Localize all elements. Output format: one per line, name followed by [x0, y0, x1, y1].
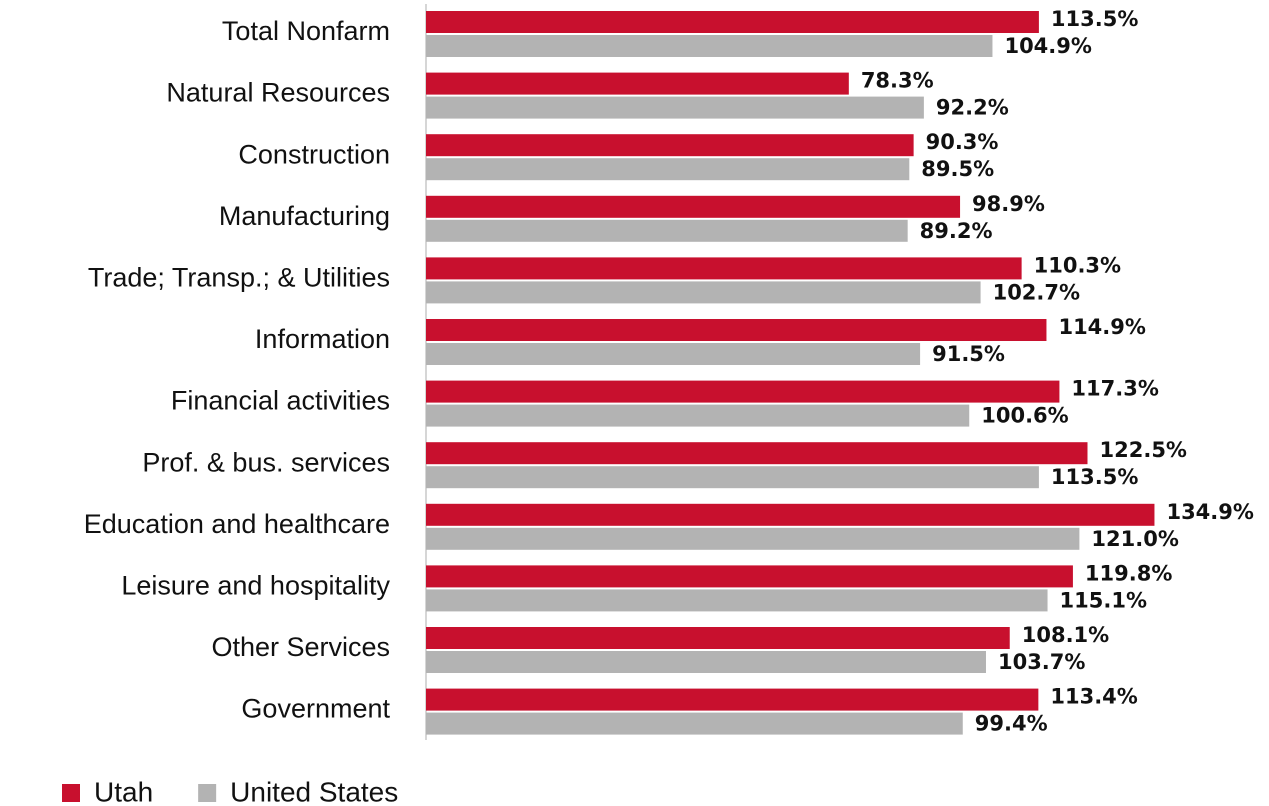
bar: [426, 651, 986, 673]
bar: [426, 712, 963, 735]
bar: [426, 627, 1010, 649]
value-label: 115.1%: [1060, 588, 1147, 612]
value-label: 113.4%: [1050, 685, 1137, 709]
value-label: 113.5%: [1051, 7, 1138, 31]
value-label: 78.3%: [861, 69, 934, 93]
bar: [426, 380, 1060, 403]
bar: [426, 72, 849, 95]
value-label: 98.9%: [972, 192, 1045, 216]
bar: [426, 319, 1047, 341]
legend-label: United States: [230, 776, 398, 806]
legend-swatch: [198, 784, 217, 802]
bar: [426, 503, 1155, 526]
category-label: Natural Resources: [166, 78, 390, 108]
value-label: 89.5%: [921, 157, 994, 181]
value-label: 121.0%: [1091, 527, 1178, 551]
legend-label: Utah: [94, 776, 153, 806]
value-label: 117.3%: [1071, 377, 1158, 401]
category-label: Other Services: [211, 632, 390, 662]
value-label: 110.3%: [1034, 253, 1121, 277]
value-label: 122.5%: [1100, 438, 1187, 462]
category-label: Government: [241, 694, 390, 724]
category-label: Leisure and hospitality: [121, 571, 390, 601]
bar: [426, 281, 981, 304]
bar: [426, 527, 1080, 550]
legend-swatch: [62, 784, 80, 802]
category-label: Education and healthcare: [84, 509, 390, 539]
bar: [426, 219, 908, 242]
bar: [426, 565, 1073, 588]
value-label: 134.9%: [1166, 500, 1253, 524]
value-label: 104.9%: [1004, 34, 1091, 58]
value-label: 102.7%: [993, 280, 1080, 304]
category-label: Prof. & bus. services: [142, 447, 390, 477]
value-label: 89.2%: [920, 219, 993, 243]
category-label: Construction: [238, 139, 390, 169]
category-label: Information: [255, 324, 390, 354]
category-label: Financial activities: [171, 386, 390, 416]
bar: [426, 134, 914, 157]
category-label: Total Nonfarm: [222, 16, 390, 46]
bar: [426, 257, 1022, 280]
bar: [426, 158, 910, 181]
bar: [426, 466, 1039, 489]
bar: [426, 688, 1039, 711]
category-label: Manufacturing: [219, 201, 390, 231]
value-label: 99.4%: [975, 712, 1048, 736]
value-label: 92.2%: [936, 96, 1009, 120]
value-label: 91.5%: [932, 342, 1005, 366]
value-label: 108.1%: [1022, 623, 1109, 647]
bar: [426, 589, 1048, 612]
bar: [426, 11, 1039, 33]
category-label: Trade; Transp.; & Utilities: [88, 263, 390, 293]
value-label: 100.6%: [981, 404, 1068, 428]
value-label: 113.5%: [1051, 465, 1138, 489]
bar: [426, 96, 924, 119]
bar: [426, 404, 970, 427]
bar: [426, 35, 993, 57]
bar: [426, 442, 1088, 465]
value-label: 103.7%: [998, 650, 1085, 674]
bar: [426, 195, 961, 218]
value-label: 119.8%: [1085, 561, 1172, 585]
value-label: 114.9%: [1058, 315, 1145, 339]
bar: [426, 343, 921, 365]
value-label: 90.3%: [926, 130, 999, 154]
